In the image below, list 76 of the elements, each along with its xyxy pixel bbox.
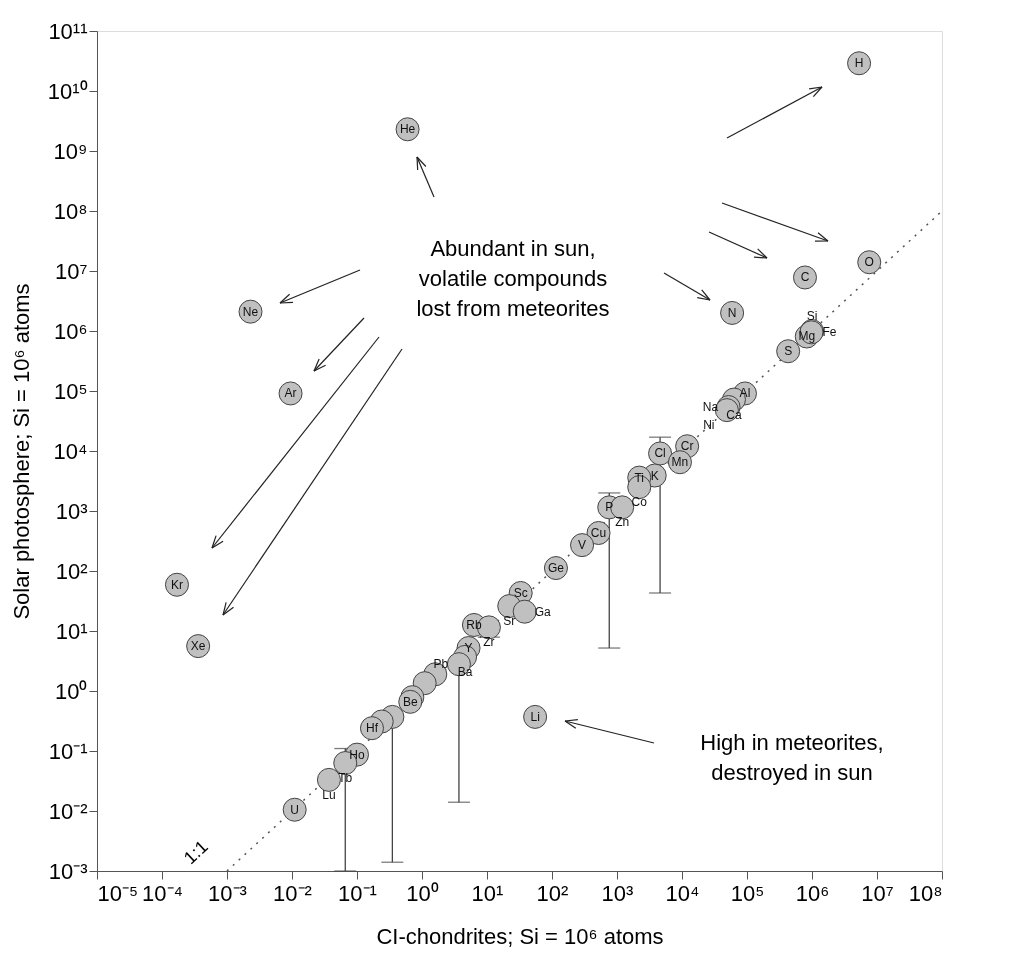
y-tick-label: 10⁷ <box>55 258 88 284</box>
data-label: P <box>605 500 614 515</box>
data-label: Ne <box>242 304 259 319</box>
x-tick-label: 10⁷ <box>861 880 894 906</box>
data-label: C <box>800 270 810 285</box>
y-tick-label: 10⁰ <box>55 678 88 704</box>
data-label: Ba <box>457 664 473 679</box>
y-tick-label: 10⁹ <box>53 138 88 164</box>
data-label: Ho <box>349 747 365 762</box>
data-label: Lu <box>322 787 336 802</box>
data-label: Y <box>464 641 473 656</box>
y-tick-label: 10¹¹ <box>48 18 88 44</box>
y-tick-label: 10⁻² <box>48 798 88 824</box>
x-tick-label: 10⁻⁴ <box>142 880 183 906</box>
x-tick-label: 10⁰ <box>406 880 439 906</box>
x-axis-title: CI-chondrites; Si = 10⁶ atoms <box>376 923 664 949</box>
annotation: Abundant in sun, volatile compounds lost from meteorites <box>416 236 610 321</box>
x-tick-label: 10⁸ <box>908 880 943 906</box>
data-label: Fe <box>822 325 837 340</box>
data-label: U <box>290 802 300 817</box>
data-label: V <box>578 538 587 553</box>
y-tick-label: 10⁸ <box>53 198 88 224</box>
x-tick-label: 10¹ <box>471 880 504 906</box>
data-label: Hf <box>365 721 379 736</box>
data-label: Ge <box>547 561 565 576</box>
data-label: Sr <box>503 614 516 629</box>
data-label: Cr <box>680 439 694 454</box>
annotation: High in meteorites, destroyed in sun <box>700 730 884 785</box>
data-label: Cu <box>590 525 607 540</box>
data-label: Al <box>739 386 751 401</box>
data-label: Ar <box>284 386 297 401</box>
data-label: Ti <box>634 470 645 485</box>
x-tick-label: 10⁻² <box>273 880 312 906</box>
x-tick-label: 10⁻³ <box>208 880 247 906</box>
y-tick-label: 10⁻¹ <box>48 738 88 764</box>
x-tick-label: 10⁵ <box>730 880 765 906</box>
data-label: Mg <box>798 329 816 344</box>
x-tick-label: 10⁴ <box>665 880 700 906</box>
y-tick-label: 10¹⁰ <box>47 78 88 104</box>
y-axis-title: Solar photosphere; Si = 10⁶ atoms <box>8 283 34 620</box>
data-label: Ni <box>703 418 715 433</box>
y-tick-label: 10⁴ <box>53 438 88 464</box>
data-label: Mn <box>671 455 689 470</box>
data-label: Si <box>806 309 818 323</box>
data-label: Ga <box>534 604 552 619</box>
text: 1:1 <box>179 836 212 869</box>
y-tick-label: 10¹ <box>55 618 88 644</box>
data-label: Rb <box>466 617 482 632</box>
data-label: Co <box>631 495 648 510</box>
data-label: N <box>727 305 737 320</box>
y-tick-label: 10⁻³ <box>48 858 88 884</box>
x-tick-label: 10² <box>536 880 569 906</box>
data-label: Be <box>402 694 418 709</box>
y-tick-label: 10⁵ <box>53 378 88 404</box>
data-label: O <box>864 255 874 270</box>
data-label: Sc <box>513 585 528 600</box>
y-tick-label: 10⁶ <box>53 318 88 344</box>
data-label: Zr <box>483 635 495 650</box>
x-tick-label: 10³ <box>601 880 634 906</box>
data-label: Ca <box>726 407 742 422</box>
data-label: He <box>399 122 416 137</box>
data-label: Na <box>702 400 719 415</box>
data-label: Pb <box>433 657 449 672</box>
data-label: Xe <box>190 639 206 654</box>
data-label: S <box>784 344 793 359</box>
data-label: Cl <box>654 446 666 461</box>
data-label: Kr <box>170 577 183 592</box>
data-label: H <box>854 56 864 71</box>
x-tick-label: 10⁻⁵ <box>97 880 139 906</box>
data-label: Li <box>530 709 540 724</box>
y-tick-label: 10³ <box>55 498 88 524</box>
x-tick-label: 10⁶ <box>795 880 830 906</box>
data-label: K <box>650 468 659 483</box>
data-label: Zn <box>615 515 630 530</box>
y-tick-label: 10² <box>55 558 88 584</box>
x-tick-label: 10⁻¹ <box>338 880 377 906</box>
